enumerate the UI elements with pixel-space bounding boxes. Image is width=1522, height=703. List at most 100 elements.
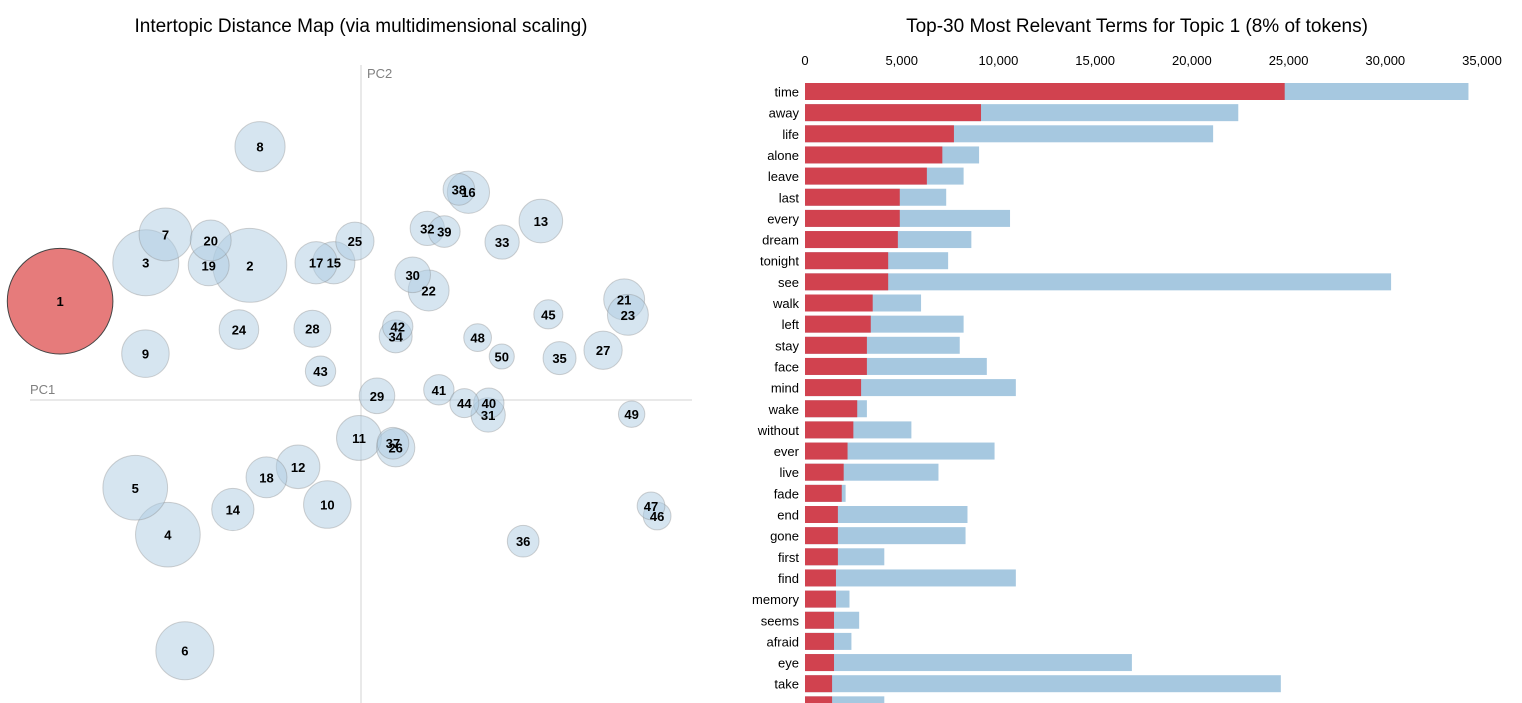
term-label-memory[interactable]: memory [752, 592, 799, 607]
term-label-leave[interactable]: leave [768, 169, 799, 184]
term-label-find[interactable]: find [778, 571, 799, 586]
topic-circle-13[interactable] [518, 198, 564, 244]
term-label-walk[interactable]: walk [772, 296, 800, 311]
topic-circle-24[interactable] [218, 309, 260, 350]
topic-circle-25[interactable] [335, 221, 375, 261]
topic-circle-30[interactable] [394, 256, 431, 294]
term-label-gone[interactable]: gone [770, 529, 799, 544]
topic-circle-9[interactable] [121, 329, 170, 378]
term-label-face[interactable]: face [774, 359, 799, 374]
term-label-left[interactable]: left [782, 317, 800, 332]
topic-circle-29[interactable] [358, 377, 396, 415]
topic-circle-44[interactable] [449, 388, 480, 419]
topic-term-bar [805, 569, 836, 587]
topic-circles [6, 121, 672, 681]
topic-label-45: 45 [541, 307, 555, 322]
term-label-stay[interactable]: stay [775, 338, 799, 353]
term-label-life[interactable]: life [782, 127, 799, 142]
topic-label-16: 16 [461, 185, 475, 200]
term-label-see[interactable]: see [778, 275, 799, 290]
topic-circle-17[interactable] [294, 241, 338, 285]
topic-term-bar [805, 527, 838, 545]
topic-circle-50[interactable] [488, 343, 515, 370]
topic-circle-45[interactable] [533, 299, 564, 330]
topic-circle-23[interactable] [606, 293, 649, 336]
term-label-tonight[interactable]: tonight [760, 254, 799, 269]
term-label-fade[interactable]: fade [774, 486, 799, 501]
term-label-first[interactable]: first [778, 550, 799, 565]
topic-term-bar [805, 675, 833, 693]
topic-term-bar [805, 273, 889, 291]
overall-term-bar [805, 654, 1132, 672]
topic-term-bar [805, 188, 900, 206]
term-label-every[interactable]: every [767, 211, 799, 226]
term-label-wake[interactable]: wake [768, 402, 799, 417]
term-label-mind[interactable]: mind [771, 381, 799, 396]
topic-term-bar [805, 294, 873, 312]
topic-circle-6[interactable] [155, 621, 215, 681]
topic-circle-14[interactable] [211, 487, 255, 532]
topic-circle-48[interactable] [463, 323, 492, 353]
term-label-time[interactable]: time [774, 85, 799, 100]
topic-label-23: 23 [621, 308, 635, 323]
x-tick-label: 0 [801, 53, 808, 68]
term-label-without[interactable]: without [757, 423, 800, 438]
topic-circle-37[interactable] [376, 426, 410, 460]
topic-label-39: 39 [437, 225, 451, 240]
topic-label-8: 8 [256, 140, 263, 155]
term-label-eye[interactable]: eye [778, 656, 799, 671]
topic-label-6: 6 [181, 644, 188, 659]
topic-label-22: 22 [421, 283, 435, 298]
topic-circle-28[interactable] [293, 309, 332, 348]
topic-label-29: 29 [370, 389, 384, 404]
topic-circle-41[interactable] [423, 374, 455, 406]
topic-circle-38[interactable] [442, 173, 476, 206]
topic-circle-36[interactable] [506, 524, 540, 558]
term-label-away[interactable]: away [769, 106, 800, 121]
topic-circle-33[interactable] [484, 224, 520, 260]
topic-circle-20[interactable] [189, 219, 232, 262]
term-label-seems[interactable]: seems [761, 613, 800, 628]
topic-term-bar [805, 421, 854, 439]
topic-circle-42[interactable] [382, 310, 414, 343]
topic-circle-4[interactable] [135, 501, 201, 568]
topic-circle-8[interactable] [234, 121, 286, 173]
topic-circle-27[interactable] [583, 330, 623, 370]
term-bar-chart: Top-30 Most Relevant Terms for Topic 1 (… [752, 16, 1502, 703]
intertopic-distance-map: Intertopic Distance Map (via multidimens… [6, 16, 692, 703]
topic-circle-10[interactable] [303, 480, 352, 529]
term-label-alone[interactable]: alone [767, 148, 799, 163]
topic-circle-39[interactable] [427, 215, 461, 248]
topic-label-49: 49 [624, 407, 638, 422]
topic-label-19: 19 [201, 258, 215, 273]
term-label-last[interactable]: last [779, 190, 800, 205]
topic-circle-35[interactable] [542, 341, 577, 376]
term-label-ever[interactable]: ever [774, 444, 800, 459]
term-label-take[interactable]: take [774, 677, 799, 692]
topic-circle-18[interactable] [245, 456, 288, 499]
topic-label-36: 36 [516, 534, 530, 549]
overall-term-bar [805, 569, 1016, 587]
topic-term-bar [805, 315, 871, 333]
topic-circle-43[interactable] [304, 355, 337, 387]
topic-term-bar [805, 357, 867, 375]
topic-term-bar [805, 548, 838, 566]
term-label-dream[interactable]: dream [762, 233, 799, 248]
topic-circle-49[interactable] [617, 400, 646, 428]
pc2-axis-label: PC2 [367, 66, 392, 81]
topic-term-bar [805, 611, 835, 629]
topic-label-12: 12 [291, 460, 305, 475]
topic-label-31: 31 [481, 408, 495, 423]
topic-circle-47[interactable] [636, 491, 666, 521]
topic-circle-5[interactable] [102, 454, 169, 521]
term-label-afraid[interactable]: afraid [766, 634, 799, 649]
topic-circle-1[interactable] [6, 247, 114, 355]
overall-term-bar [805, 675, 1281, 693]
topic-label-44: 44 [457, 396, 472, 411]
term-label-live[interactable]: live [779, 465, 799, 480]
topic-term-bar [805, 252, 889, 270]
topic-label-40: 40 [482, 396, 496, 411]
term-label-end[interactable]: end [777, 508, 799, 523]
